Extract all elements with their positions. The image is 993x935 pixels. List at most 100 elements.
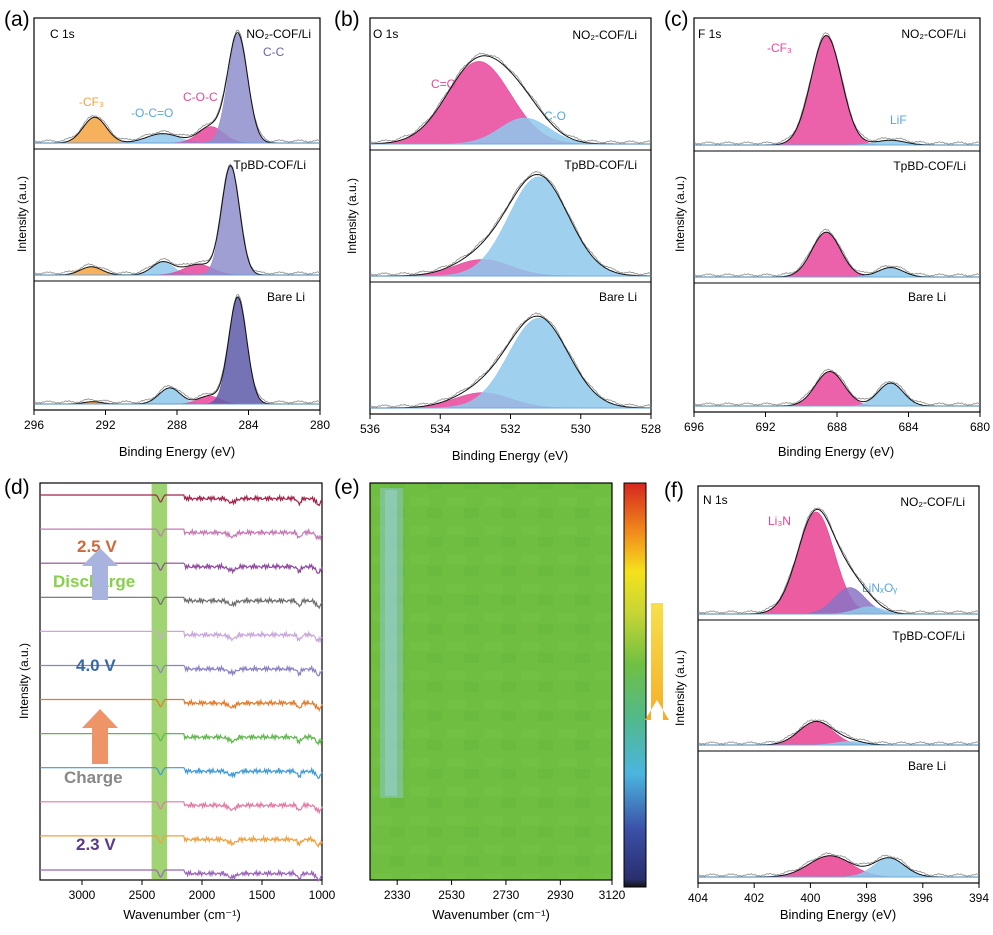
panel-c-sample-2: TpBD-COF/Li (893, 159, 966, 173)
panel-a-sample-3: Bare Li (267, 290, 305, 304)
panel-a-element: C 1s (50, 27, 75, 41)
panel-d-spectrum-12 (40, 868, 323, 882)
panel-f-peak-label-linxoy: LiNₓOᵧ (862, 581, 897, 595)
panel-a-row2-peak-4 (34, 166, 320, 276)
panel-a-peak-label-coc: C-O-C (183, 90, 218, 104)
panel-f-x-tick-label-2: 400 (800, 891, 820, 905)
panel-d-x-tick-label-2: 2000 (189, 888, 216, 902)
panel-a-c1s: (a) C 1s NO₂-COF/Li TpBD-COF/Li Bare Li … (4, 8, 330, 459)
panel-b-row3-envelope (370, 315, 651, 409)
panel-c-row2-raw (693, 228, 981, 277)
panel-a-x-tick-label-2: 288 (167, 418, 187, 432)
panel-b-xlabel: Binding Energy (eV) (452, 448, 568, 463)
panel-b-x-ticks: 536 534 532 530 528 (360, 414, 661, 436)
panel-d-spectrum-2 (40, 527, 323, 542)
panel-c-x-tick-label-2: 688 (827, 420, 847, 434)
panel-f-x-tick-label-5: 394 (969, 891, 989, 905)
panel-a-x-tick-label-1: 292 (95, 418, 115, 432)
panel-d-spectra (40, 493, 323, 882)
panel-c-x-tick-label-3: 684 (898, 420, 918, 434)
panel-c-element: F 1s (698, 27, 721, 41)
panel-f-x-tick-label-3: 398 (857, 891, 877, 905)
panel-b-row2-raw (369, 170, 652, 276)
panel-b-row2-envelope (370, 173, 651, 277)
panel-e-time-arrow-icon (645, 603, 669, 737)
panel-b-row3-raw (369, 312, 652, 408)
panel-f-x-tick-label-0: 404 (688, 891, 708, 905)
panel-e-x-tick-label-2: 2730 (493, 888, 520, 902)
panel-a-sample-1: NO₂-COF/Li (246, 27, 311, 41)
panel-a-row1-raw (33, 29, 321, 143)
panel-c-row1-peak-1 (694, 35, 980, 146)
panel-f-row1-raw (697, 507, 980, 614)
panel-d-frame (39, 482, 323, 881)
panel-a-peak-label-cc: C-C (263, 45, 285, 59)
panel-a-x-tick-label-4: 280 (310, 418, 330, 432)
panel-a-row2-envelope (34, 164, 320, 276)
panel-e-x-tick-label-1: 2530 (438, 888, 465, 902)
panel-d-x-tick-label-4: 1000 (309, 888, 336, 902)
panel-a-x-ticks: 296 292 288 284 280 (24, 410, 330, 432)
panel-e-x-ticks: 2330 2530 2730 2930 3120 (384, 880, 626, 902)
panel-b-sample-1: NO₂-COF/Li (572, 28, 637, 42)
panel-c-sample-3: Bare Li (908, 290, 946, 304)
panel-d-label: (d) (4, 476, 30, 499)
panel-a-xlabel: Binding Energy (eV) (119, 444, 235, 459)
panel-e-frame (369, 482, 613, 881)
panel-f-ylabel: Intensity (a.u.) (673, 650, 687, 726)
panel-a-frame (33, 17, 321, 411)
panel-f-x-tick-label-4: 396 (913, 891, 933, 905)
panel-d-spectrum-11 (40, 834, 323, 849)
panel-b-label: (b) (334, 8, 360, 31)
panel-c-label: (c) (664, 8, 689, 31)
panel-c-row3-peak-1 (694, 371, 980, 407)
panel-a-peak-label-cf3: -CF₃ (79, 95, 104, 109)
panel-b-x-tick-label-3: 530 (571, 422, 591, 436)
panel-b-spectra (369, 52, 652, 409)
panel-a-row3-peak-4 (34, 296, 320, 405)
panel-b-sample-3: Bare Li (599, 290, 637, 304)
panel-c-x-ticks: 696 692 688 684 680 (684, 412, 990, 434)
panel-d-x-tick-label-0: 3000 (69, 888, 96, 902)
panel-c-xlabel: Binding Energy (eV) (778, 444, 894, 459)
panel-a-row2-raw (33, 163, 321, 275)
panel-d-x-tick-label-3: 1500 (249, 888, 276, 902)
panel-d-x-tick-label-1: 2500 (129, 888, 156, 902)
panel-b-element: O 1s (373, 27, 398, 41)
panel-d-spectrum-1 (40, 493, 323, 507)
panel-e-x-tick-label-3: 2930 (547, 888, 574, 902)
panel-b-peak-label-co-double: C=O (431, 77, 456, 91)
panel-d-label-charge: Charge (64, 768, 123, 787)
panel-d-discharge-arrow-icon (82, 548, 118, 600)
panel-f-row2-raw (697, 719, 980, 745)
panel-d-spectrum-10 (40, 800, 323, 815)
panel-b-row3-peak-2 (370, 317, 652, 409)
panel-c-spectra (693, 32, 981, 407)
panel-b-ylabel: Intensity (a.u.) (345, 178, 359, 254)
panel-e-heatmap (370, 483, 612, 880)
panel-f-element: N 1s (703, 493, 728, 507)
panel-f-frame (697, 485, 980, 884)
panel-b-row1-raw (369, 52, 652, 144)
panel-b-x-tick-label-0: 536 (360, 422, 380, 436)
panel-a-peak-label-ester: -O-C=O (131, 106, 173, 120)
panel-e-co2-band-core (385, 490, 397, 796)
panel-f-xlabel: Binding Energy (eV) (780, 907, 896, 922)
panel-d-spectrum-8 (40, 732, 323, 746)
panel-d-ylabel: Intensity (a.u.) (17, 643, 31, 719)
panel-d-xlabel: Wavenumber (cm⁻¹) (123, 907, 241, 922)
panel-a-row3-envelope (34, 296, 320, 405)
panel-b-x-tick-label-2: 532 (500, 422, 520, 436)
panel-f-x-tick-label-1: 402 (744, 891, 764, 905)
panel-d-label-4-0v: 4.0 V (76, 656, 116, 675)
panel-c-x-tick-label-4: 680 (970, 420, 990, 434)
panel-b-x-tick-label-4: 528 (641, 422, 661, 436)
panel-e-xlabel: Wavenumber (cm⁻¹) (432, 907, 550, 922)
panel-a-ylabel: Intensity (a.u.) (15, 176, 29, 252)
panel-e-x-tick-label-0: 2330 (384, 888, 411, 902)
panel-e-label: (e) (334, 476, 360, 499)
panel-c-peak-label-lif: LiF (890, 113, 907, 127)
panel-d-charge-arrow-icon (82, 709, 118, 764)
panel-a-spectra (33, 29, 321, 405)
